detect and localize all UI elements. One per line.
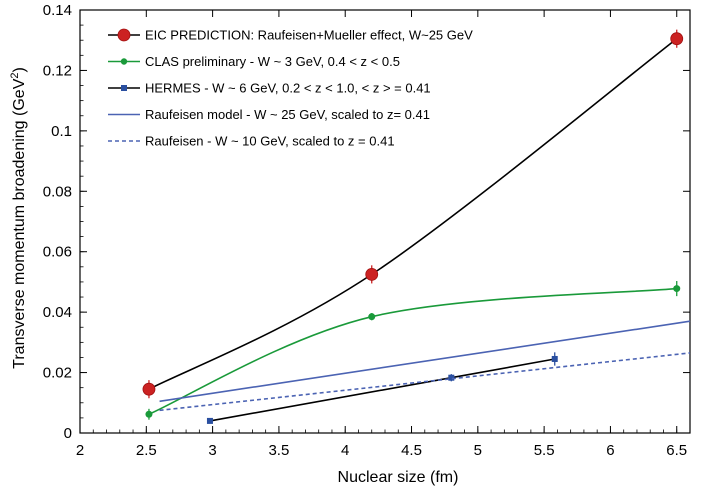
series-2 (206, 352, 558, 424)
y-tick-label: 0.12 (43, 62, 72, 79)
x-tick-label: 2 (76, 442, 84, 459)
data-point (673, 285, 681, 293)
x-axis-ticks: 2 2.5 3 3.5 4 4.5 5 5.5 6 6.5 (76, 10, 691, 459)
data-point (368, 313, 376, 321)
y-tick-label: 0.1 (51, 123, 72, 140)
legend-label: Raufeisen model - W ~ 25 GeV, scaled to … (145, 107, 430, 122)
data-point (206, 417, 213, 424)
series-line (148, 38, 678, 390)
series-line (148, 287, 677, 415)
data-point (142, 382, 156, 396)
y-tick-label: 0.14 (43, 2, 72, 19)
series-1 (145, 281, 681, 420)
y-tick-label: 0.04 (43, 304, 72, 321)
plot-border (79, 9, 691, 434)
legend-marker (117, 28, 131, 42)
data-point (365, 267, 379, 281)
series-4 (159, 352, 691, 412)
legend-label: HERMES - W ~ 6 GeV, 0.2 < z < 1.0, < z >… (145, 81, 431, 96)
y-tick-label: 0 (64, 425, 72, 442)
x-tick-label: 3.5 (268, 442, 289, 459)
x-tick-label: 4 (341, 442, 349, 459)
data-point (448, 374, 455, 381)
y-axis-title: Transverse momentum broadening (GeV2) (9, 67, 28, 369)
x-tick-label: 6.5 (666, 442, 687, 459)
legend-marker (121, 85, 127, 91)
data-point (145, 410, 153, 418)
data-point (670, 32, 684, 46)
y-axis-ticks: 0 0.02 0.04 0.06 0.08 0.1 0.12 0.14 (43, 2, 690, 442)
y-axis-title-superscript: 2 (9, 73, 21, 79)
plot-frame (79, 9, 691, 434)
data-point (551, 355, 558, 362)
legend-label: Raufeisen - W ~ 10 GeV, scaled to z = 0.… (145, 134, 395, 149)
series-line (159, 352, 691, 412)
y-tick-label: 0.06 (43, 244, 72, 261)
y-tick-label: 0.02 (43, 365, 72, 382)
series-3 (159, 320, 691, 403)
legend-marker (120, 58, 128, 65)
y-axis-title-end: ) (11, 67, 28, 72)
legend: EIC PREDICTION: Raufeisen+Mueller effect… (108, 28, 473, 149)
series-layer (142, 29, 691, 424)
x-tick-label: 4.5 (401, 442, 422, 459)
x-tick-label: 2.5 (136, 442, 157, 459)
x-tick-label: 6 (606, 442, 614, 459)
y-tick-label: 0.08 (43, 183, 72, 200)
y-axis-title-main: Transverse momentum broadening (GeV (11, 78, 28, 369)
x-tick-label: 5.5 (534, 442, 555, 459)
x-tick-label: 3 (208, 442, 216, 459)
series-line (159, 320, 691, 403)
legend-label: EIC PREDICTION: Raufeisen+Mueller effect… (145, 28, 473, 43)
series-0 (142, 29, 684, 399)
x-tick-label: 5 (474, 442, 482, 459)
legend-label: CLAS preliminary - W ~ 3 GeV, 0.4 < z < … (145, 54, 400, 69)
x-axis-title: Nuclear size (fm) (338, 469, 459, 486)
